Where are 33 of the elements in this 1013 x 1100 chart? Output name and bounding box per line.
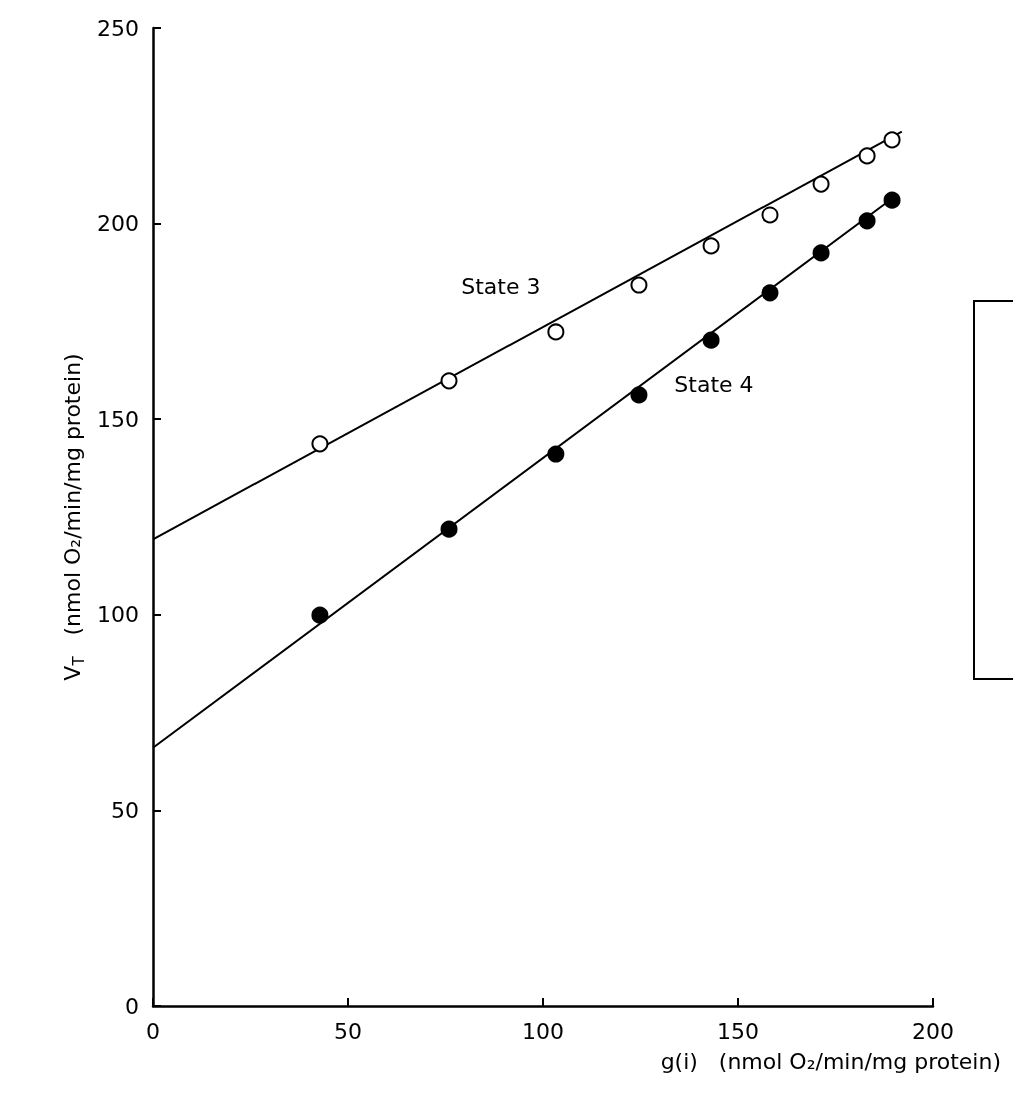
y-tick-label: 50 bbox=[111, 797, 139, 823]
point bbox=[883, 191, 901, 209]
point bbox=[440, 372, 458, 390]
y-tick-label: 0 bbox=[125, 993, 139, 1019]
point bbox=[630, 276, 648, 294]
point bbox=[547, 323, 565, 341]
point bbox=[858, 147, 876, 165]
point bbox=[311, 435, 329, 453]
point bbox=[440, 520, 458, 538]
point bbox=[812, 175, 830, 193]
point bbox=[630, 386, 648, 404]
x-tick-label: 50 bbox=[334, 1018, 362, 1044]
y-tick-label: 100 bbox=[97, 602, 139, 628]
x-tick-label: 100 bbox=[522, 1018, 564, 1044]
point bbox=[812, 244, 830, 262]
x-tick-label: 200 bbox=[912, 1018, 954, 1044]
series-label: State 4 bbox=[674, 372, 754, 398]
y-tick-label: 250 bbox=[97, 15, 139, 41]
x-axis-title: g(i) (nmol O₂/min/mg protein) bbox=[660, 1048, 1001, 1074]
y-tick-label: 150 bbox=[97, 406, 139, 432]
x-tick-label: 150 bbox=[717, 1018, 759, 1044]
point bbox=[547, 445, 565, 463]
point bbox=[702, 331, 720, 349]
point bbox=[858, 212, 876, 230]
point bbox=[761, 284, 779, 302]
point bbox=[311, 606, 329, 624]
series-label: State 3 bbox=[461, 274, 541, 300]
x-tick-label: 0 bbox=[146, 1018, 160, 1044]
text: VT (nmol O₂/min/mg protein) bbox=[60, 353, 88, 681]
y-tick-label: 200 bbox=[97, 211, 139, 237]
point bbox=[761, 206, 779, 224]
point bbox=[883, 131, 901, 149]
point bbox=[702, 237, 720, 255]
